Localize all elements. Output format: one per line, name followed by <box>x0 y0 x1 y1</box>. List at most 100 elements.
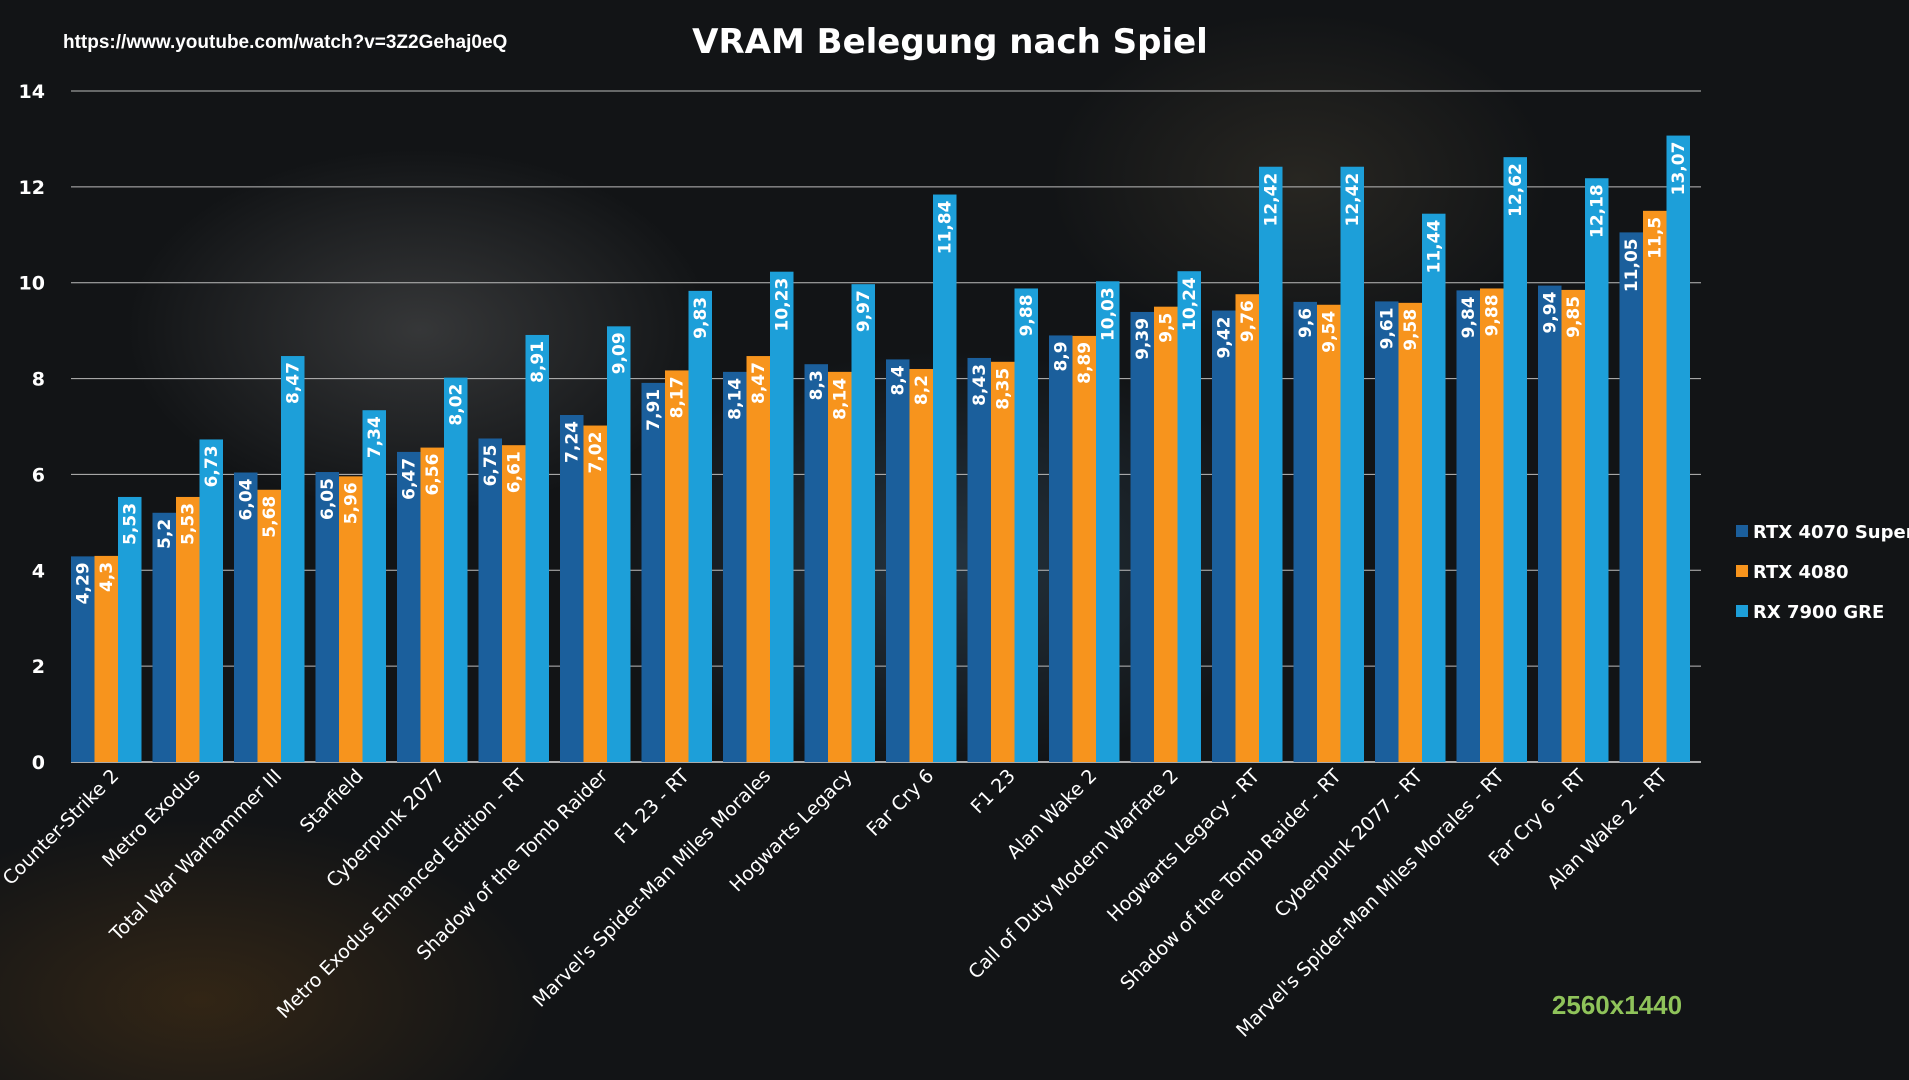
bar <box>1666 135 1690 762</box>
value-label: 8,89 <box>1075 342 1095 384</box>
value-label: 9,42 <box>1215 317 1235 359</box>
value-label: 6,47 <box>400 458 420 500</box>
value-label: 6,56 <box>423 454 443 496</box>
chart-title: VRAM Belegung nach Spiel <box>692 22 1208 62</box>
value-label: 8,02 <box>447 384 467 426</box>
value-label: 9,84 <box>1459 296 1479 338</box>
legend-label: RTX 4070 Super <box>1753 522 1909 543</box>
legend-label: RX 7900 GRE <box>1753 602 1884 623</box>
value-label: 8,4 <box>889 365 909 395</box>
value-label: 8,14 <box>831 378 851 420</box>
y-tick-label: 2 <box>32 656 45 678</box>
bar <box>502 445 526 762</box>
value-label: 9,88 <box>1483 294 1503 336</box>
value-label: 7,24 <box>563 421 583 463</box>
bar <box>828 371 852 762</box>
source-url: https://www.youtube.com/watch?v=3Z2Gehaj… <box>63 32 507 53</box>
bar <box>1014 288 1038 762</box>
value-label: 7,34 <box>365 416 385 458</box>
value-label: 9,76 <box>1238 300 1258 342</box>
bar <box>560 414 584 762</box>
value-label: 8,2 <box>912 375 932 405</box>
bar <box>1643 210 1667 763</box>
bar <box>478 438 502 762</box>
value-label: 6,75 <box>481 444 501 486</box>
value-label: 13,07 <box>1669 142 1689 196</box>
bar <box>1235 294 1259 762</box>
value-label: 9,39 <box>1133 318 1153 360</box>
bar <box>1561 289 1585 762</box>
bar <box>886 359 910 762</box>
bar <box>1096 281 1120 762</box>
value-label: 4,3 <box>97 562 117 592</box>
value-label: 8,43 <box>970 364 990 406</box>
bar <box>1212 310 1236 762</box>
value-label: 8,47 <box>284 362 304 404</box>
bar <box>665 370 689 762</box>
bar <box>1317 304 1341 762</box>
category-label: Cyberpunk 2077 - RT <box>1270 765 1427 922</box>
value-label: 12,42 <box>1262 173 1282 227</box>
legend-swatch <box>1736 605 1748 617</box>
value-label: 5,53 <box>121 503 141 545</box>
value-label: 8,3 <box>807 370 827 400</box>
bar <box>1422 213 1446 762</box>
value-label: 8,17 <box>668 376 688 418</box>
bar <box>1154 306 1178 762</box>
bar <box>1072 335 1096 762</box>
bar <box>1538 285 1562 762</box>
bar <box>1585 178 1609 763</box>
value-label: 9,54 <box>1320 311 1340 353</box>
value-label: 8,91 <box>528 341 548 383</box>
value-label: 5,96 <box>342 482 362 524</box>
y-tick-label: 14 <box>19 81 45 103</box>
bar <box>234 472 258 762</box>
value-label: 8,9 <box>1052 341 1072 371</box>
legend-swatch <box>1736 525 1748 537</box>
bar <box>1293 301 1317 762</box>
value-label: 11,84 <box>936 200 956 254</box>
bar <box>641 382 665 762</box>
bar <box>71 556 95 762</box>
bar <box>1398 302 1422 762</box>
y-tick-label: 4 <box>32 560 45 582</box>
bar <box>1340 166 1364 762</box>
bar <box>770 271 794 762</box>
value-label: 12,18 <box>1588 184 1608 238</box>
bar <box>1480 288 1504 762</box>
bar <box>444 377 468 762</box>
value-label: 12,62 <box>1506 163 1526 217</box>
value-label: 6,05 <box>318 478 338 520</box>
value-label: 10,23 <box>773 278 793 332</box>
value-label: 12,42 <box>1343 173 1363 227</box>
y-tick-label: 10 <box>19 273 45 295</box>
bar <box>176 496 200 762</box>
bar <box>851 284 875 762</box>
bar <box>281 356 305 762</box>
bar <box>909 368 933 762</box>
bar <box>152 512 176 762</box>
value-label: 11,05 <box>1622 238 1642 292</box>
value-label: 9,94 <box>1541 291 1561 333</box>
bar <box>94 555 118 762</box>
bar <box>1049 335 1073 762</box>
bar <box>1456 290 1480 762</box>
value-label: 10,24 <box>1180 277 1200 331</box>
bar <box>967 357 991 762</box>
bar <box>1259 166 1283 762</box>
value-label: 9,88 <box>1017 294 1037 336</box>
value-label: 11,44 <box>1425 220 1445 274</box>
value-label: 8,14 <box>726 378 746 420</box>
value-label: 7,91 <box>644 389 664 431</box>
y-tick-label: 6 <box>32 464 45 486</box>
category-label: F1 23 - RT <box>611 765 694 848</box>
value-label: 9,6 <box>1296 308 1316 338</box>
bar <box>339 476 363 762</box>
bar <box>118 496 142 762</box>
category-label: Total War Warhammer III <box>105 765 286 946</box>
value-label: 9,97 <box>854 290 874 332</box>
value-label: 6,61 <box>505 451 525 493</box>
bar <box>420 447 444 762</box>
bar <box>199 439 223 762</box>
